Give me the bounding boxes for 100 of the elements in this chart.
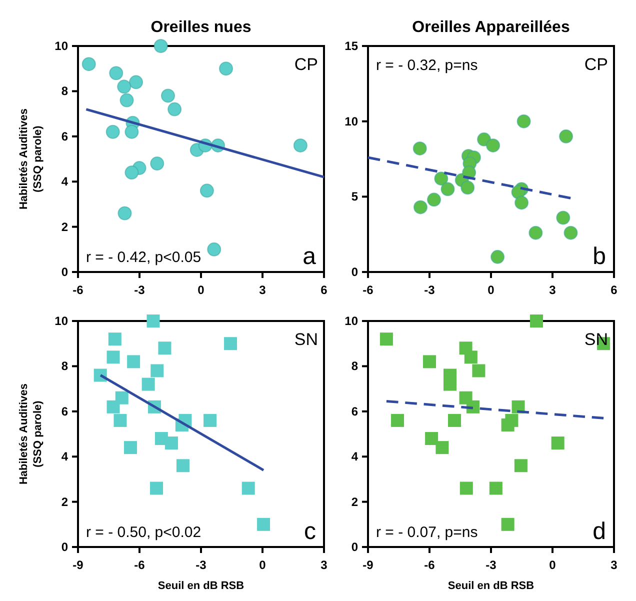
point	[514, 459, 528, 472]
x-axis-title: Seuil en dB RSB	[158, 580, 244, 592]
point	[490, 250, 505, 264]
x-tick-label: -9	[362, 558, 374, 572]
chart-title: Oreilles Appareillées	[412, 19, 570, 36]
y-axis-title: Habiletés Auditives (SSQ parole)	[18, 108, 44, 210]
x-tick-label: -3	[134, 283, 146, 297]
y-tick-label: 0	[351, 265, 358, 279]
point	[129, 75, 144, 90]
y-tick-label: 10	[344, 314, 358, 328]
point	[224, 337, 238, 350]
x-tick-label: -6	[134, 558, 146, 572]
point	[528, 226, 543, 240]
point	[124, 124, 139, 139]
point	[118, 206, 132, 220]
point	[466, 400, 480, 414]
chart-title: Oreilles nues	[150, 19, 252, 36]
point	[117, 80, 132, 94]
point	[293, 138, 308, 152]
point	[106, 350, 120, 364]
point	[82, 57, 96, 72]
point	[242, 482, 255, 495]
point	[391, 414, 404, 427]
x-tick-label: -3	[196, 558, 207, 572]
annotation: c	[304, 518, 316, 545]
y-tick-label: 4	[61, 450, 68, 464]
point	[168, 102, 182, 116]
point	[472, 364, 486, 378]
y-tick-label: 4	[351, 450, 358, 464]
point	[127, 355, 140, 368]
point	[106, 124, 120, 139]
point	[109, 66, 124, 80]
point	[154, 39, 168, 53]
point	[460, 180, 475, 195]
x-tick-label: -3	[424, 283, 436, 297]
point	[413, 200, 428, 214]
point	[150, 156, 164, 171]
point	[106, 400, 120, 414]
x-tick-label: -6	[362, 283, 374, 297]
point	[158, 342, 172, 355]
point	[412, 141, 427, 156]
point	[551, 436, 564, 450]
y-tick-label: 10	[54, 314, 68, 328]
y-tick-label: 8	[61, 359, 68, 374]
annotation: CP	[294, 55, 318, 74]
y-tick-label: 2	[351, 494, 358, 509]
x-tick-label: 0	[198, 283, 205, 297]
point	[448, 414, 462, 427]
point	[146, 314, 160, 328]
point	[108, 332, 122, 346]
point	[514, 196, 529, 210]
y-tick-label: 5	[351, 190, 358, 204]
y-tick-label: 2	[61, 220, 68, 234]
x-tick-label: 3	[549, 283, 556, 297]
y-tick-label: 8	[351, 359, 358, 374]
point	[559, 129, 574, 144]
point	[124, 441, 137, 454]
annotation: a	[302, 243, 317, 270]
y-tick-label: 4	[61, 174, 68, 189]
annotation: CP	[584, 55, 608, 74]
y-tick-label: 10	[54, 39, 68, 53]
point	[530, 314, 544, 328]
x-tick-label: 0	[549, 558, 556, 572]
point	[460, 482, 473, 495]
point	[380, 332, 393, 346]
point	[425, 432, 438, 446]
y-tick-label: 0	[61, 540, 68, 554]
point	[427, 192, 442, 207]
annotation: d	[592, 518, 606, 545]
point	[120, 93, 134, 108]
y-tick-label: 15	[344, 39, 358, 53]
y-tick-label: 0	[61, 265, 68, 279]
point	[124, 166, 139, 180]
point	[516, 114, 531, 128]
x-tick-label: 3	[610, 558, 618, 572]
point	[160, 88, 175, 103]
x-tick-label: -6	[72, 283, 84, 297]
point	[440, 182, 455, 196]
point	[150, 482, 164, 495]
point	[257, 518, 270, 531]
point	[464, 350, 478, 364]
x-tick-label: 3	[259, 283, 266, 297]
x-tick-label: 6	[610, 283, 618, 297]
annotation: SN	[584, 330, 608, 349]
x-tick-label: 6	[320, 283, 328, 297]
point	[150, 364, 164, 378]
point	[423, 355, 436, 368]
x-tick-label: -3	[486, 558, 497, 572]
annotation: r = - 0.07, p=ns	[376, 524, 478, 541]
point	[142, 378, 155, 391]
x-tick-label: -9	[72, 558, 84, 572]
annotation: r = - 0.50, p<0.02	[86, 524, 202, 541]
y-tick-label: 10	[344, 114, 358, 128]
annotation: r = - 0.32, p=ns	[376, 57, 478, 74]
point	[164, 436, 178, 450]
x-axis-title: Seuil en dB RSB	[448, 580, 534, 592]
point	[556, 210, 570, 225]
point	[200, 184, 214, 198]
y-tick-label: 0	[351, 540, 358, 554]
point	[207, 242, 222, 256]
